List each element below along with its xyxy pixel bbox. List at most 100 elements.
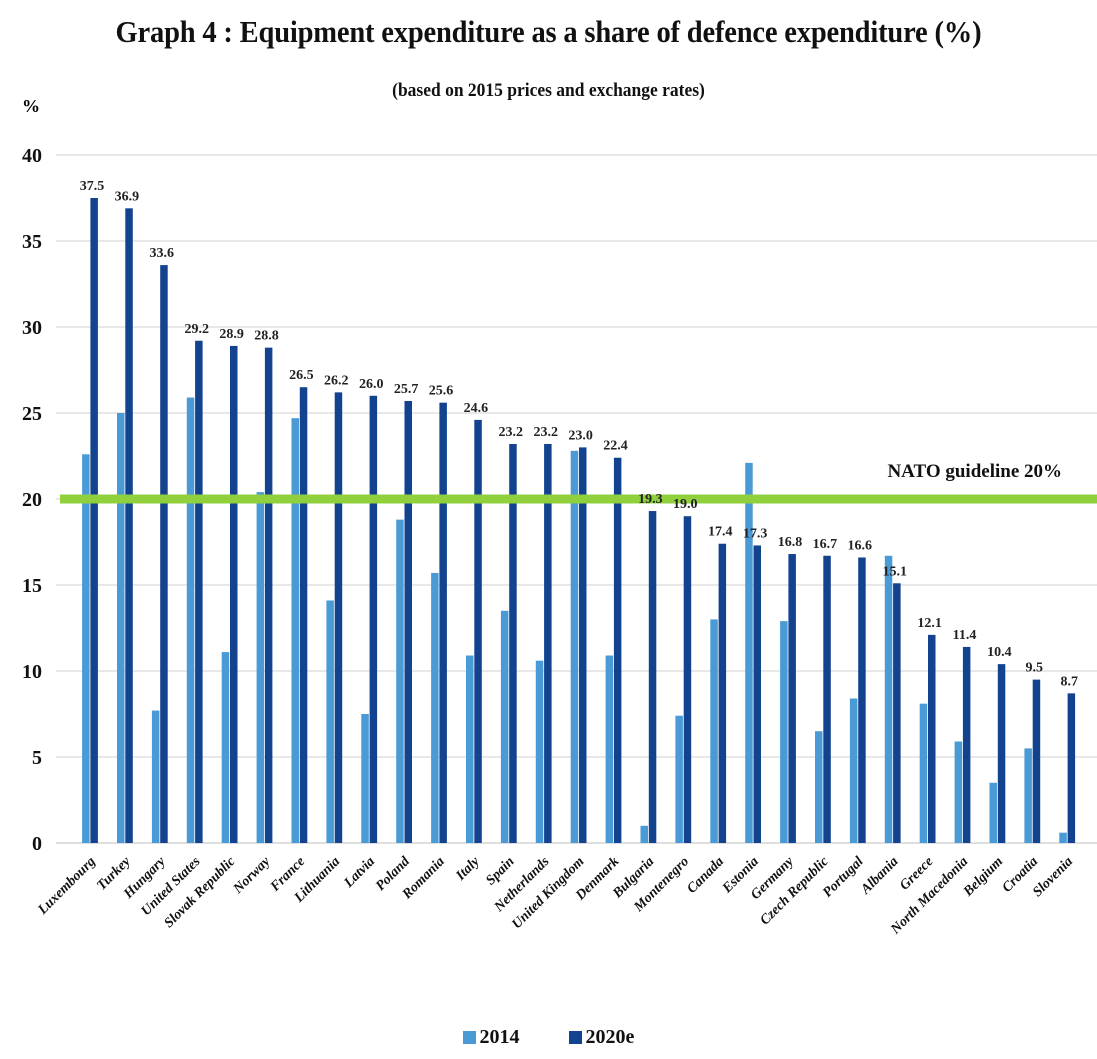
legend: 2014 2020e <box>0 1026 1097 1049</box>
bar-2020e <box>404 400 412 843</box>
legend-item-2014: 2014 <box>462 1026 520 1049</box>
bar-2020e <box>439 402 447 843</box>
bar-2020e <box>125 208 133 843</box>
x-tick-label: Norway <box>230 854 274 898</box>
data-label-2020e: 25.6 <box>429 384 454 399</box>
data-label-2020e: 28.9 <box>219 327 244 342</box>
bar-2014 <box>954 741 963 843</box>
bar-2020e <box>858 557 866 843</box>
bars <box>82 198 1076 844</box>
bar-2014 <box>151 710 160 843</box>
legend-label-2020e: 2020e <box>585 1026 635 1048</box>
data-label-2020e: 23.2 <box>533 425 558 440</box>
bar-2020e <box>544 443 552 843</box>
data-label-2020e: 16.7 <box>813 537 838 552</box>
data-labels: 37.5 36.9 33.6 29.2 28.9 28.8 26.5 26.2 26.0 25.7… <box>80 179 1078 689</box>
bar-2020e <box>823 555 831 843</box>
bar-2014 <box>675 715 683 843</box>
bar-2014 <box>884 555 893 843</box>
data-label-2020e: 19.0 <box>673 497 698 512</box>
data-label-2020e: 26.5 <box>289 368 314 383</box>
y-tick-label: 30 <box>22 317 42 339</box>
data-label-2020e: 11.4 <box>953 628 977 643</box>
data-label-2020e: 33.6 <box>150 246 175 261</box>
x-tick-label: Luxembourg <box>35 854 99 918</box>
legend-item-2020e: 2020e <box>568 1026 635 1049</box>
data-label-2020e: 25.7 <box>394 382 419 397</box>
bar-2020e <box>579 447 587 843</box>
bar-2020e <box>509 443 517 843</box>
bar-chart: 0 5 10 15 20 25 30 35 40 NATO guideline 20% 37.5… <box>22 96 1097 938</box>
data-label-2020e: 17.4 <box>708 525 733 540</box>
data-label-2020e: 28.8 <box>254 329 279 344</box>
bar-2020e <box>195 340 203 843</box>
bar-2020e <box>1032 679 1041 843</box>
bar-2014 <box>256 492 265 843</box>
data-label-2020e: 16.8 <box>778 535 803 550</box>
y-tick-label: 5 <box>32 747 42 769</box>
bar-2014 <box>1059 832 1067 843</box>
bar-2020e <box>962 646 971 843</box>
bar-2020e <box>1067 693 1076 843</box>
bar-2020e <box>928 634 936 843</box>
data-label-2020e: 9.5 <box>1026 661 1044 676</box>
bar-2014 <box>500 610 509 843</box>
bar-2014 <box>745 462 753 843</box>
bar-2014 <box>919 703 928 843</box>
bar-2014 <box>570 450 579 843</box>
data-label-2020e: 26.0 <box>359 377 384 392</box>
bar-2020e <box>893 583 901 843</box>
legend-swatch-2020e <box>568 1031 582 1044</box>
bar-2020e <box>753 545 761 843</box>
bar-2020e <box>683 516 692 843</box>
data-label-2020e: 15.1 <box>882 564 907 579</box>
x-tick-label: Albania <box>858 854 902 898</box>
data-label-2020e: 24.6 <box>464 401 489 416</box>
data-label-2020e: 37.5 <box>80 179 105 194</box>
bar-2014 <box>396 519 404 843</box>
x-tick-label: Canada <box>685 854 728 897</box>
chart-title: Graph 4 : Equipment expenditure as a sha… <box>115 14 982 49</box>
bar-2014 <box>1024 748 1032 843</box>
y-tick-label: 35 <box>22 231 42 253</box>
bar-2020e <box>90 198 98 843</box>
data-label-2020e: 10.4 <box>987 645 1012 660</box>
bar-2014 <box>535 660 544 843</box>
bar-2014 <box>815 731 823 843</box>
bar-2020e <box>648 511 657 843</box>
bar-2014 <box>710 619 718 843</box>
y-tick-label: 25 <box>22 403 42 425</box>
bar-2014 <box>361 714 369 843</box>
bar-2014 <box>431 572 439 843</box>
bar-2014 <box>466 655 474 843</box>
data-label-2020e: 26.2 <box>324 373 349 388</box>
bar-2014 <box>605 655 614 843</box>
bar-2020e <box>299 387 308 843</box>
bar-2020e <box>474 419 482 843</box>
data-label-2020e: 19.3 <box>638 492 663 507</box>
bar-2020e <box>334 392 343 843</box>
bar-2014 <box>849 698 858 843</box>
bar-2020e <box>369 395 378 843</box>
bar-2020e <box>788 554 796 843</box>
bar-2014 <box>186 397 195 843</box>
data-label-2020e: 23.2 <box>499 425 524 440</box>
x-tick-label: Italy <box>453 854 484 885</box>
data-label-2020e: 36.9 <box>115 189 140 204</box>
y-tick-label: 0 <box>32 833 42 855</box>
x-tick-label: Latvia <box>341 854 378 891</box>
bar-2014 <box>780 621 788 843</box>
data-label-2020e: 22.4 <box>603 439 628 454</box>
data-label-2020e: 23.0 <box>568 428 593 443</box>
bar-2020e <box>997 664 1006 843</box>
legend-label-2014: 2014 <box>479 1026 520 1048</box>
y-tick-label: 10 <box>22 661 42 683</box>
bar-2020e <box>160 265 168 844</box>
bar-2020e <box>613 457 622 843</box>
bar-2014 <box>82 454 90 843</box>
y-axis-label: % <box>22 96 40 116</box>
bar-2014 <box>221 652 230 843</box>
y-tick-label: 40 <box>22 145 42 167</box>
legend-swatch-2014 <box>462 1031 476 1044</box>
